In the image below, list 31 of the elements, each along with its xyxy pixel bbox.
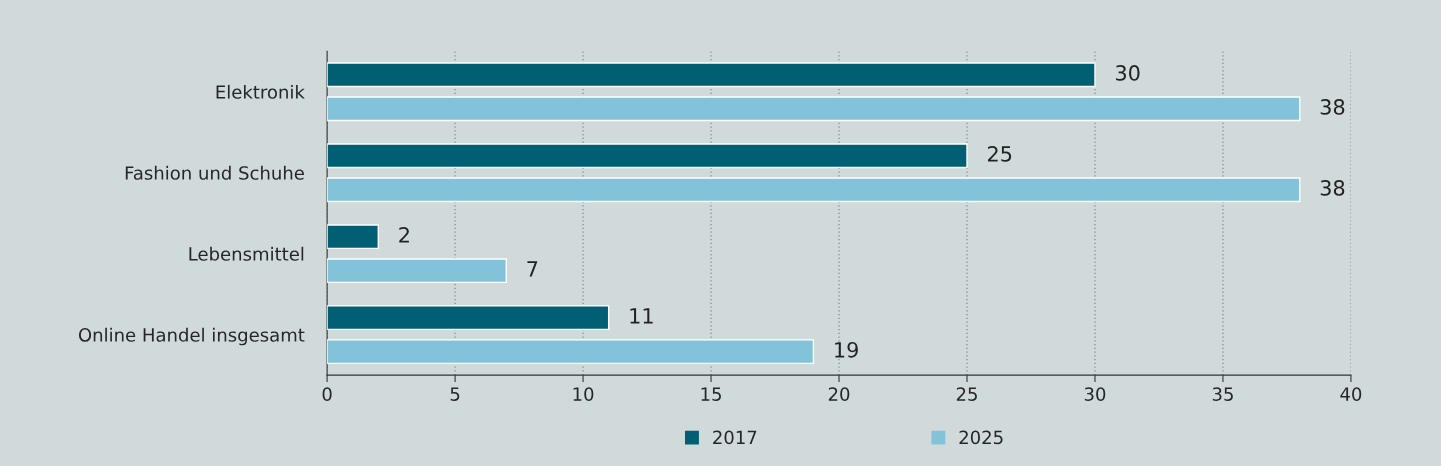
data-label: 11 (630, 308, 653, 324)
legend-label: 2017 (713, 430, 757, 445)
bar (327, 177, 1301, 203)
data-label: 7 (527, 261, 538, 277)
bar (327, 62, 1096, 88)
x-tick-label: 30 (1084, 387, 1106, 401)
x-tick-label: 35 (1212, 387, 1233, 401)
bar (327, 143, 968, 169)
bar (327, 224, 379, 250)
x-tick-label: 0 (322, 387, 332, 401)
legend-label: 2025 (959, 430, 1003, 445)
bar (327, 258, 507, 284)
bar (327, 339, 815, 365)
y-tick-label: Online Handel insgesamt (78, 327, 305, 346)
x-tick-label: 10 (573, 387, 594, 401)
x-tick-label: 20 (828, 387, 850, 401)
x-tick-label: 15 (701, 387, 721, 401)
data-label: 30 (1116, 65, 1140, 81)
y-tick-label: Fashion und Schuhe (125, 165, 304, 180)
x-tick-label: 40 (1340, 387, 1362, 401)
data-label: 2 (399, 226, 409, 243)
y-tick-label: Elektronik (216, 84, 305, 99)
y-tick-label: Lebensmittel (189, 246, 304, 261)
bar (327, 96, 1301, 122)
data-label: 38 (1320, 99, 1345, 115)
data-label: 25 (987, 145, 1012, 162)
x-tick-label: 25 (956, 387, 977, 401)
x-tick-label: 5 (450, 387, 460, 401)
data-label: 38 (1320, 180, 1345, 196)
bar (327, 305, 610, 331)
data-label: 19 (835, 341, 858, 358)
